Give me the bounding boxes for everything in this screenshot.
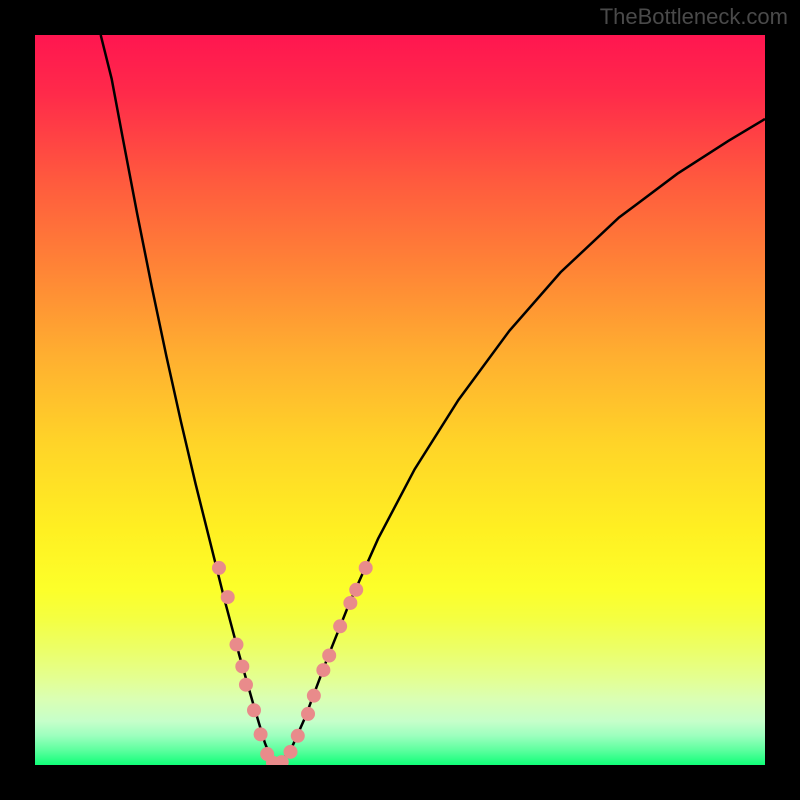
data-point <box>284 745 298 759</box>
data-point <box>322 649 336 663</box>
data-point <box>349 583 363 597</box>
data-point <box>229 638 243 652</box>
data-point <box>291 729 305 743</box>
data-point <box>235 659 249 673</box>
data-point <box>212 561 226 575</box>
data-point <box>359 561 373 575</box>
data-point <box>247 703 261 717</box>
data-point <box>221 590 235 604</box>
data-point <box>316 663 330 677</box>
attribution-text: TheBottleneck.com <box>600 4 788 30</box>
data-point <box>333 619 347 633</box>
data-point <box>301 707 315 721</box>
data-point <box>343 596 357 610</box>
data-point <box>307 689 321 703</box>
data-point <box>254 727 268 741</box>
plot-area <box>35 35 765 765</box>
bottleneck-curve <box>35 35 765 765</box>
data-point <box>239 678 253 692</box>
